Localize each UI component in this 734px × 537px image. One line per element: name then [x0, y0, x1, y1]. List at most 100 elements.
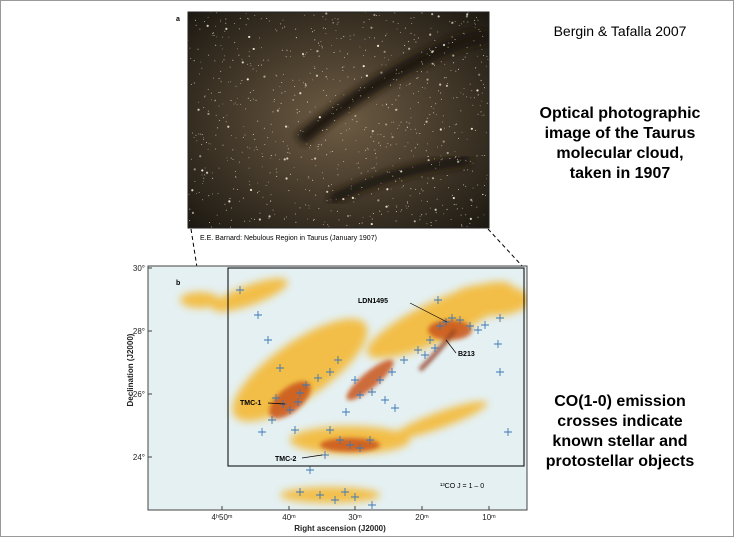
- star: [288, 148, 289, 149]
- star: [310, 112, 311, 113]
- star: [456, 204, 457, 205]
- star: [316, 75, 318, 77]
- star: [432, 177, 434, 179]
- star: [401, 71, 402, 72]
- star: [207, 113, 209, 115]
- star: [331, 210, 332, 211]
- star: [405, 146, 406, 147]
- star: [226, 157, 227, 158]
- star: [363, 22, 364, 23]
- star: [216, 115, 217, 116]
- star: [250, 100, 251, 101]
- star: [335, 95, 336, 96]
- star: [373, 213, 374, 214]
- star: [254, 150, 255, 151]
- star: [236, 137, 237, 138]
- star: [325, 28, 326, 29]
- star: [437, 32, 438, 33]
- description-line: crosses indicate: [557, 413, 683, 430]
- description-line: molecular cloud,: [556, 145, 683, 162]
- star: [254, 139, 255, 140]
- star: [303, 82, 304, 83]
- star: [418, 91, 419, 92]
- star: [217, 215, 218, 216]
- star: [219, 78, 220, 79]
- star: [392, 176, 393, 177]
- star: [215, 26, 216, 27]
- star: [238, 55, 239, 56]
- star: [263, 76, 265, 78]
- star: [378, 123, 379, 124]
- star: [226, 210, 227, 211]
- star: [273, 210, 274, 211]
- star: [201, 175, 202, 176]
- star: [478, 94, 479, 95]
- star: [383, 136, 384, 137]
- star: [368, 97, 369, 98]
- star: [476, 17, 477, 18]
- star: [208, 89, 209, 90]
- star: [208, 149, 209, 150]
- star: [396, 144, 397, 145]
- star: [381, 183, 382, 184]
- star: [259, 191, 260, 192]
- star: [222, 49, 223, 50]
- star: [446, 77, 447, 78]
- star: [422, 64, 423, 65]
- star: [294, 167, 295, 168]
- star: [330, 199, 331, 200]
- star: [335, 30, 336, 31]
- star: [352, 119, 353, 120]
- star: [461, 23, 462, 24]
- star: [245, 134, 246, 135]
- star: [369, 37, 370, 38]
- star: [401, 122, 402, 123]
- star: [261, 65, 262, 66]
- star: [467, 139, 468, 140]
- star: [194, 60, 195, 61]
- star: [449, 126, 450, 127]
- star: [319, 45, 320, 46]
- star: [471, 128, 473, 130]
- star: [281, 103, 282, 104]
- star: [458, 69, 459, 70]
- star: [439, 162, 440, 163]
- star: [320, 41, 321, 42]
- star: [464, 170, 465, 171]
- star: [204, 21, 205, 22]
- star: [269, 20, 270, 21]
- star: [343, 161, 344, 162]
- star: [251, 218, 252, 219]
- star: [400, 32, 401, 33]
- star: [465, 186, 466, 187]
- star: [310, 73, 311, 74]
- star: [447, 152, 449, 154]
- star: [437, 147, 438, 148]
- star: [466, 96, 467, 97]
- star: [359, 90, 360, 91]
- star: [412, 167, 413, 168]
- star: [427, 178, 428, 179]
- star: [303, 56, 304, 57]
- star: [409, 123, 410, 124]
- y-tick-label: 24°: [133, 453, 145, 462]
- star: [438, 15, 440, 17]
- star: [256, 71, 257, 72]
- star: [325, 140, 326, 141]
- star: [213, 78, 214, 79]
- star: [443, 141, 445, 143]
- star: [392, 104, 393, 105]
- star: [387, 171, 388, 172]
- star: [305, 83, 306, 84]
- y-tick-label: 30°: [133, 264, 145, 273]
- star: [208, 195, 209, 196]
- star: [483, 55, 484, 56]
- star: [192, 132, 193, 133]
- star: [333, 113, 334, 114]
- star: [447, 83, 448, 84]
- star: [279, 108, 280, 109]
- star: [425, 88, 426, 89]
- star: [463, 59, 464, 60]
- star: [486, 178, 487, 179]
- star: [289, 153, 290, 154]
